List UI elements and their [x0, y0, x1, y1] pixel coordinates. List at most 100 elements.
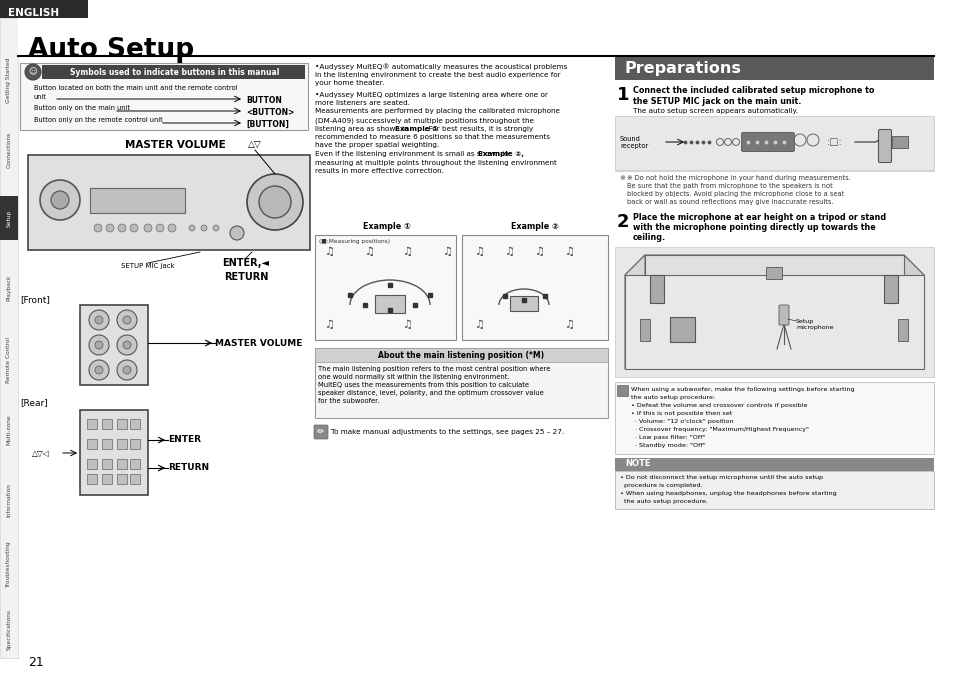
Bar [130, 419, 140, 429]
Text: the auto setup procedure.: the auto setup procedure. [619, 499, 707, 504]
Bar [314, 348, 607, 362]
Circle shape [144, 224, 152, 232]
Text: Measurements are performed by placing the calibrated microphone: Measurements are performed by placing th… [314, 109, 559, 115]
Text: the SETUP MIC jack on the main unit.: the SETUP MIC jack on the main unit. [633, 97, 801, 106]
Text: • Do not disconnect the setup microphone until the auto setup: • Do not disconnect the setup microphone… [619, 475, 822, 480]
Text: Setup: Setup [7, 209, 11, 227]
Text: Button located on both the main unit and the remote control: Button located on both the main unit and… [34, 85, 237, 91]
Bar [90, 188, 185, 213]
Polygon shape [903, 255, 923, 369]
Bar [130, 439, 140, 449]
Text: Example ①: Example ① [363, 222, 411, 231]
Bar [883, 275, 897, 303]
Bar [28, 155, 310, 250]
Text: procedure is completed.: procedure is completed. [619, 483, 702, 488]
FancyBboxPatch shape [617, 385, 628, 396]
Circle shape [247, 174, 303, 230]
Circle shape [89, 335, 109, 355]
Text: results in more effective correction.: results in more effective correction. [314, 168, 443, 174]
Text: About the main listening position (*M): About the main listening position (*M) [378, 350, 544, 360]
Circle shape [168, 224, 175, 232]
Text: MultEQ uses the measurements from this position to calculate: MultEQ uses the measurements from this p… [317, 382, 529, 388]
Text: 1: 1 [617, 86, 629, 104]
Bar [615, 116, 933, 170]
Circle shape [156, 224, 164, 232]
Text: ♫: ♫ [402, 247, 413, 257]
Circle shape [25, 64, 41, 80]
Text: blocked by objects. Avoid placing the microphone close to a seat: blocked by objects. Avoid placing the mi… [626, 191, 843, 197]
Text: Be sure that the path from microphone to the speakers is not: Be sure that the path from microphone to… [626, 183, 832, 189]
Text: △▽◁: △▽◁ [32, 448, 50, 458]
Text: in the listening environment to create the best audio experience for: in the listening environment to create t… [314, 72, 560, 78]
Text: Troubleshooting: Troubleshooting [7, 541, 11, 589]
Circle shape [51, 191, 69, 209]
Text: • If this is not possible then set: • If this is not possible then set [630, 411, 732, 416]
Text: ♫: ♫ [535, 247, 544, 257]
Text: Sound
receptor: Sound receptor [619, 136, 648, 149]
Text: Specifications: Specifications [7, 610, 11, 651]
Text: When using a subwoofer, make the following settings before starting: When using a subwoofer, make the followi… [630, 387, 854, 392]
Bar [42, 65, 305, 79]
Text: ☺: ☺ [29, 68, 37, 76]
Circle shape [118, 224, 126, 232]
Circle shape [106, 224, 113, 232]
Bar [615, 471, 933, 509]
Text: · Low pass filter: "Off": · Low pass filter: "Off" [630, 435, 705, 440]
Text: Even if the listening environment is small as shown in: Even if the listening environment is sma… [314, 151, 511, 157]
Circle shape [117, 335, 137, 355]
Text: ♫: ♫ [442, 247, 453, 257]
Bar [102, 419, 112, 429]
Text: Multi-zone: Multi-zone [7, 414, 11, 446]
Text: [Rear]: [Rear] [20, 398, 48, 407]
Bar [130, 474, 140, 484]
Bar [314, 348, 607, 418]
Circle shape [89, 360, 109, 380]
Text: • When using headphones, unplug the headphones before starting: • When using headphones, unplug the head… [619, 491, 836, 496]
Bar [87, 419, 97, 429]
Text: Auto Setup: Auto Setup [28, 37, 193, 63]
FancyBboxPatch shape [779, 305, 788, 325]
Text: Remote Control: Remote Control [7, 337, 11, 383]
Bar [615, 382, 933, 454]
Text: . For best results, it is strongly: . For best results, it is strongly [423, 126, 533, 132]
Text: Playback: Playback [7, 275, 11, 301]
Circle shape [213, 225, 219, 231]
Text: MASTER VOLUME: MASTER VOLUME [214, 338, 302, 348]
Bar [375, 295, 405, 313]
Text: NOTE: NOTE [624, 460, 650, 468]
Text: with the microphone pointing directly up towards the: with the microphone pointing directly up… [633, 223, 875, 232]
Text: 21: 21 [28, 657, 44, 670]
Text: · Volume: "12 o'clock" position: · Volume: "12 o'clock" position [630, 419, 733, 424]
Text: Button only on the remote control unit: Button only on the remote control unit [34, 117, 163, 123]
Circle shape [123, 366, 131, 374]
Bar [891, 136, 907, 148]
Text: measuring at multiple points throughout the listening environment: measuring at multiple points throughout … [314, 159, 557, 165]
Text: ♫: ♫ [475, 247, 484, 257]
Text: The main listening position refers to the most central position where: The main listening position refers to th… [317, 366, 550, 372]
Text: (■:Measuring positions): (■:Measuring positions) [318, 239, 390, 244]
Text: RETURN: RETURN [224, 272, 268, 282]
Text: one would normally sit within the listening environment.: one would normally sit within the listen… [317, 374, 509, 380]
Text: To make manual adjustments to the settings, see pages 25 – 27.: To make manual adjustments to the settin… [331, 429, 563, 435]
Bar [639, 319, 649, 341]
Text: Symbols used to indicate buttons in this manual: Symbols used to indicate buttons in this… [71, 68, 279, 77]
Text: BUTTON: BUTTON [246, 96, 281, 105]
Text: speaker distance, level, polarity, and the optimum crossover value: speaker distance, level, polarity, and t… [317, 390, 543, 396]
Bar [669, 317, 695, 342]
Text: MASTER VOLUME: MASTER VOLUME [125, 140, 225, 150]
Bar [87, 474, 97, 484]
Text: ♫: ♫ [365, 247, 375, 257]
Text: SETUP MIC jack: SETUP MIC jack [121, 263, 174, 269]
Text: ♫: ♫ [564, 247, 575, 257]
Circle shape [189, 225, 194, 231]
Text: The auto setup screen appears automatically.: The auto setup screen appears automatica… [633, 108, 797, 114]
Text: Connect the included calibrated setup microphone to: Connect the included calibrated setup mi… [633, 86, 874, 95]
Bar [102, 439, 112, 449]
Text: Example ①: Example ① [395, 126, 437, 132]
Text: Place the microphone at ear height on a tripod or stand: Place the microphone at ear height on a … [633, 213, 885, 222]
Circle shape [95, 316, 103, 324]
Text: ♫: ♫ [325, 320, 335, 330]
Text: back or wall as sound reflections may give inaccurate results.: back or wall as sound reflections may gi… [626, 199, 833, 205]
Circle shape [258, 186, 291, 218]
Circle shape [95, 341, 103, 349]
